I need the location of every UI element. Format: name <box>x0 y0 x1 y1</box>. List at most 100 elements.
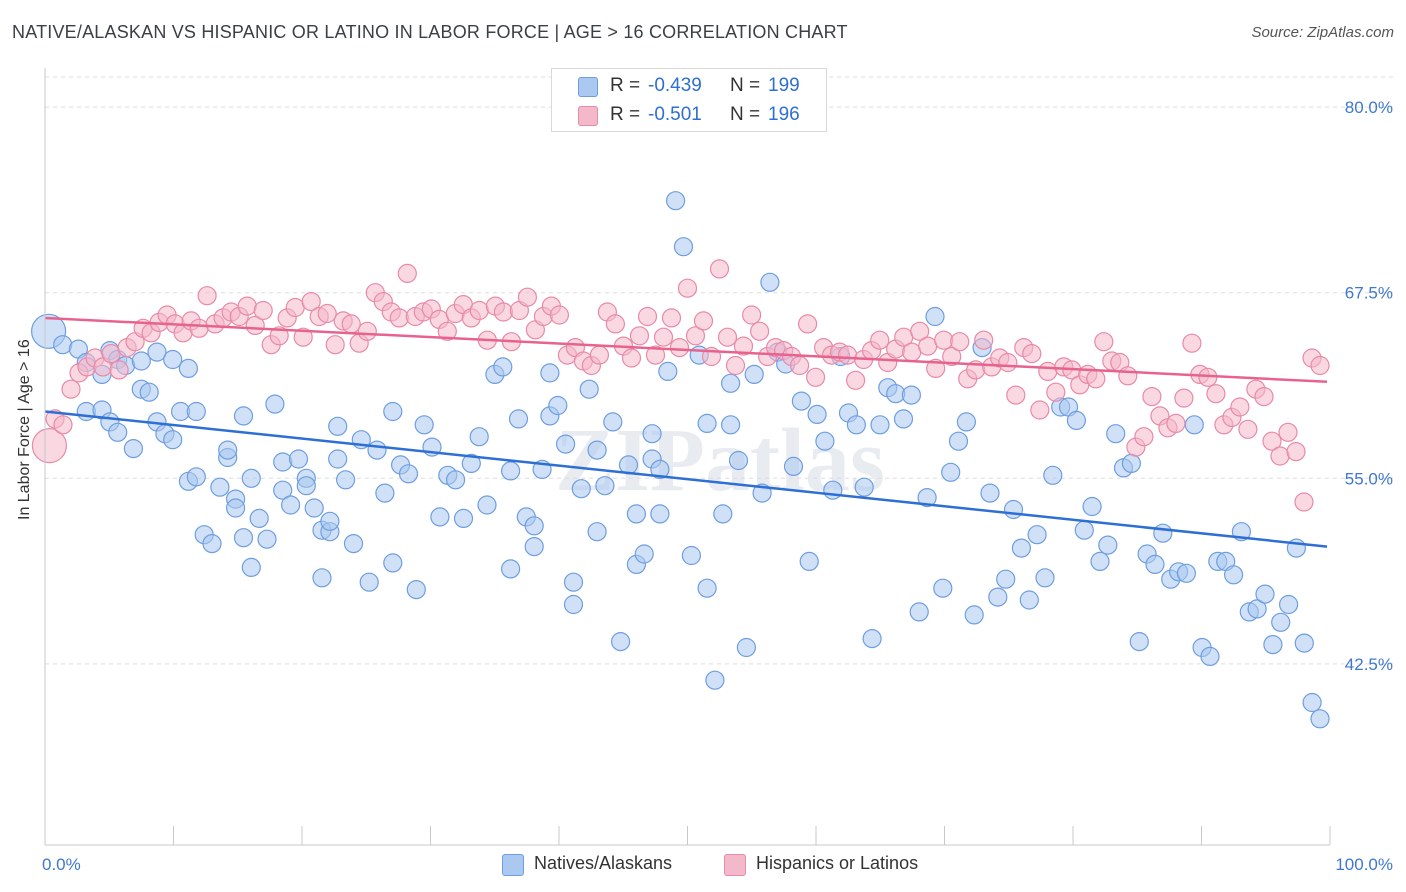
data-point <box>998 352 1018 373</box>
data-point <box>673 237 694 257</box>
data-point <box>610 631 631 652</box>
series-hispanics-points <box>31 259 1330 512</box>
data-point <box>218 440 238 460</box>
data-point <box>1030 400 1050 420</box>
data-point <box>870 330 890 350</box>
data-point <box>1019 590 1039 610</box>
data-point <box>1038 361 1058 381</box>
data-point <box>549 305 570 325</box>
data-point <box>389 308 409 328</box>
data-point <box>1310 355 1330 376</box>
data-point <box>163 349 183 370</box>
legend-n-label: N = <box>730 104 761 125</box>
data-point <box>186 467 206 487</box>
data-point <box>805 367 826 387</box>
data-point <box>1206 384 1226 404</box>
y-tick-label: 55.0% <box>1345 469 1393 488</box>
data-point <box>845 370 866 390</box>
data-point <box>1270 446 1290 466</box>
data-point <box>414 415 434 435</box>
data-point <box>942 346 962 367</box>
data-point <box>725 355 746 376</box>
data-point <box>446 470 466 490</box>
data-point <box>1153 523 1173 543</box>
data-point <box>705 670 725 690</box>
data-point <box>669 338 690 358</box>
data-point <box>257 529 277 549</box>
data-point <box>909 602 929 622</box>
data-point <box>749 321 770 341</box>
data-point <box>605 314 626 334</box>
data-point <box>548 395 568 416</box>
data-point <box>430 507 450 527</box>
legend-row-natives: R = -0.439 N = 199 <box>552 71 826 101</box>
data-point <box>31 428 68 464</box>
data-point <box>517 287 538 307</box>
data-point <box>398 464 419 484</box>
data-point <box>273 480 293 500</box>
data-point <box>1166 413 1186 433</box>
data-point <box>854 477 874 497</box>
data-point <box>645 345 666 365</box>
data-point <box>501 461 521 481</box>
data-point <box>312 568 332 588</box>
data-point <box>210 477 230 497</box>
data-point <box>697 578 717 598</box>
data-point <box>178 358 198 378</box>
data-point <box>681 545 702 566</box>
data-point <box>637 306 658 327</box>
data-point <box>733 336 754 356</box>
data-point <box>563 572 584 592</box>
data-point <box>665 191 686 211</box>
correlation-legend: R = -0.439 N = 199 R = -0.501 N = 196 <box>551 68 827 132</box>
data-point <box>1035 568 1055 588</box>
data-point <box>950 332 970 352</box>
data-point <box>1027 525 1047 545</box>
data-point <box>571 479 591 499</box>
data-point <box>301 292 321 312</box>
data-point <box>1145 554 1165 575</box>
data-point <box>1066 410 1087 430</box>
data-point <box>653 327 674 347</box>
data-point <box>697 413 717 433</box>
data-point <box>359 572 379 592</box>
data-point <box>1255 584 1275 604</box>
data-point <box>293 327 313 347</box>
data-point <box>437 321 457 341</box>
data-point <box>799 551 819 572</box>
data-point <box>996 569 1016 589</box>
data-point <box>783 456 804 476</box>
x-tick-label: 0.0% <box>42 855 81 874</box>
data-point <box>902 342 922 362</box>
data-point <box>1184 415 1204 435</box>
data-point <box>320 511 340 531</box>
data-point <box>1262 431 1282 451</box>
data-point <box>325 335 345 355</box>
data-point <box>1271 612 1291 632</box>
data-point <box>634 544 654 564</box>
data-point <box>540 363 560 383</box>
data-point <box>629 326 650 346</box>
data-point <box>397 263 417 283</box>
data-point <box>1006 385 1026 405</box>
data-point <box>717 327 738 347</box>
data-point <box>685 326 706 346</box>
data-point <box>101 344 121 364</box>
bottom-legend-swatch-blue <box>502 854 524 876</box>
data-point <box>1176 563 1197 583</box>
data-point <box>815 431 835 451</box>
data-point <box>477 495 497 515</box>
data-point <box>1174 388 1194 408</box>
data-point <box>1247 599 1267 619</box>
data-point <box>336 470 356 490</box>
data-point <box>595 476 615 496</box>
data-point <box>589 345 610 365</box>
data-point <box>1200 646 1220 667</box>
data-point <box>61 379 81 399</box>
data-point <box>233 528 254 548</box>
data-point <box>226 498 246 518</box>
data-point <box>661 308 682 328</box>
data-point <box>317 303 337 324</box>
data-point <box>1098 535 1118 555</box>
data-point <box>621 348 642 368</box>
